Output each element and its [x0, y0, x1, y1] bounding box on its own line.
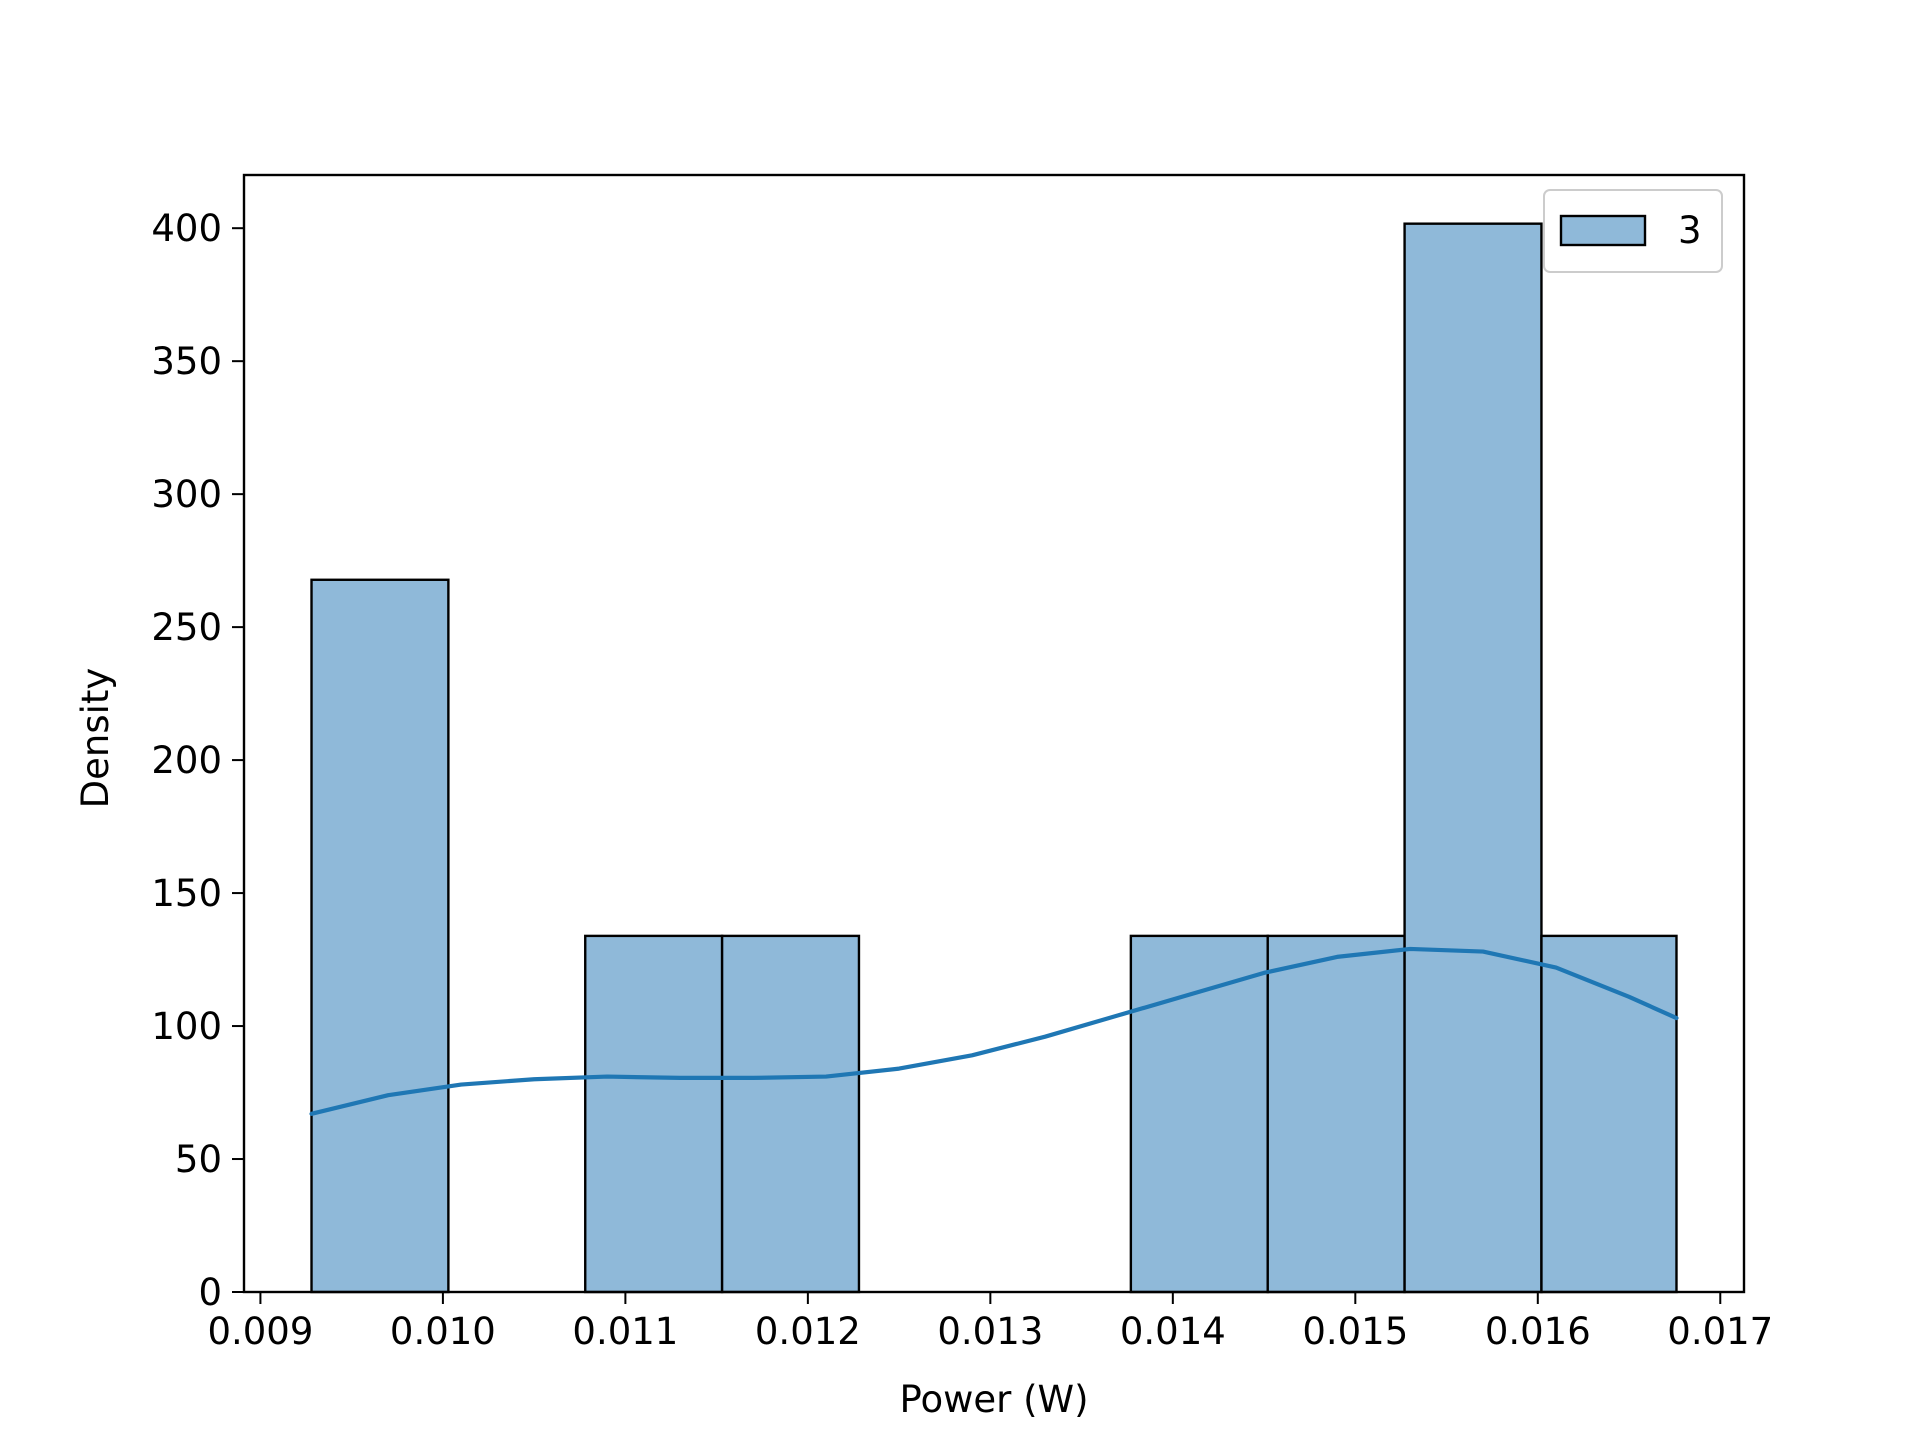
- x-tick-label-0: 0.009: [207, 1310, 313, 1353]
- x-tick-label-8: 0.017: [1667, 1310, 1773, 1353]
- bars-layer: [310, 222, 1678, 1294]
- histogram-bar-7: [1266, 934, 1406, 1294]
- x-tick-label-4: 0.013: [937, 1310, 1043, 1353]
- x-axis-label: Power (W): [899, 1378, 1088, 1421]
- histogram-bar-3: [720, 934, 861, 1294]
- x-tick-label-5: 0.014: [1120, 1310, 1226, 1353]
- y-tick-label-4: 200: [151, 739, 222, 782]
- histogram-bar-8: [1403, 222, 1543, 1294]
- y-tick-label-1: 50: [175, 1138, 222, 1181]
- kde-curve: [309, 946, 1679, 1116]
- y-tick-label-3: 150: [151, 872, 222, 915]
- y-tick-label-6: 300: [151, 473, 222, 516]
- legend: 3: [1543, 189, 1723, 273]
- histogram-bar-6: [1129, 934, 1269, 1294]
- y-tick-label-2: 100: [151, 1005, 222, 1048]
- kde-layer: [309, 946, 1679, 1116]
- x-tick-label-7: 0.016: [1485, 1310, 1591, 1353]
- legend-swatch: [1559, 214, 1647, 247]
- y-tick-label-7: 350: [151, 340, 222, 383]
- x-tick-label-6: 0.015: [1302, 1310, 1408, 1353]
- histogram-bar-2: [584, 934, 724, 1294]
- y-tick-label-0: 0: [198, 1271, 222, 1314]
- legend-entry-label: 3: [1678, 209, 1702, 252]
- y-tick-label-5: 250: [151, 606, 222, 649]
- y-axis-label: Density: [74, 668, 117, 809]
- plot-frame: [242, 173, 1746, 1294]
- x-axis: 0.009 0.010 0.011 0.012 0.013 0.014 0.015 0.016…: [207, 1292, 1773, 1353]
- y-tick-label-8: 400: [151, 207, 222, 250]
- x-tick-label-2: 0.011: [572, 1310, 678, 1353]
- x-tick-label-3: 0.012: [755, 1310, 861, 1353]
- x-tick-label-1: 0.010: [390, 1310, 496, 1353]
- histogram-bar-0: [310, 578, 450, 1294]
- y-axis: 0 50 100 150 200 250 300 350 400: [151, 207, 244, 1314]
- histogram-bar-9: [1540, 934, 1678, 1294]
